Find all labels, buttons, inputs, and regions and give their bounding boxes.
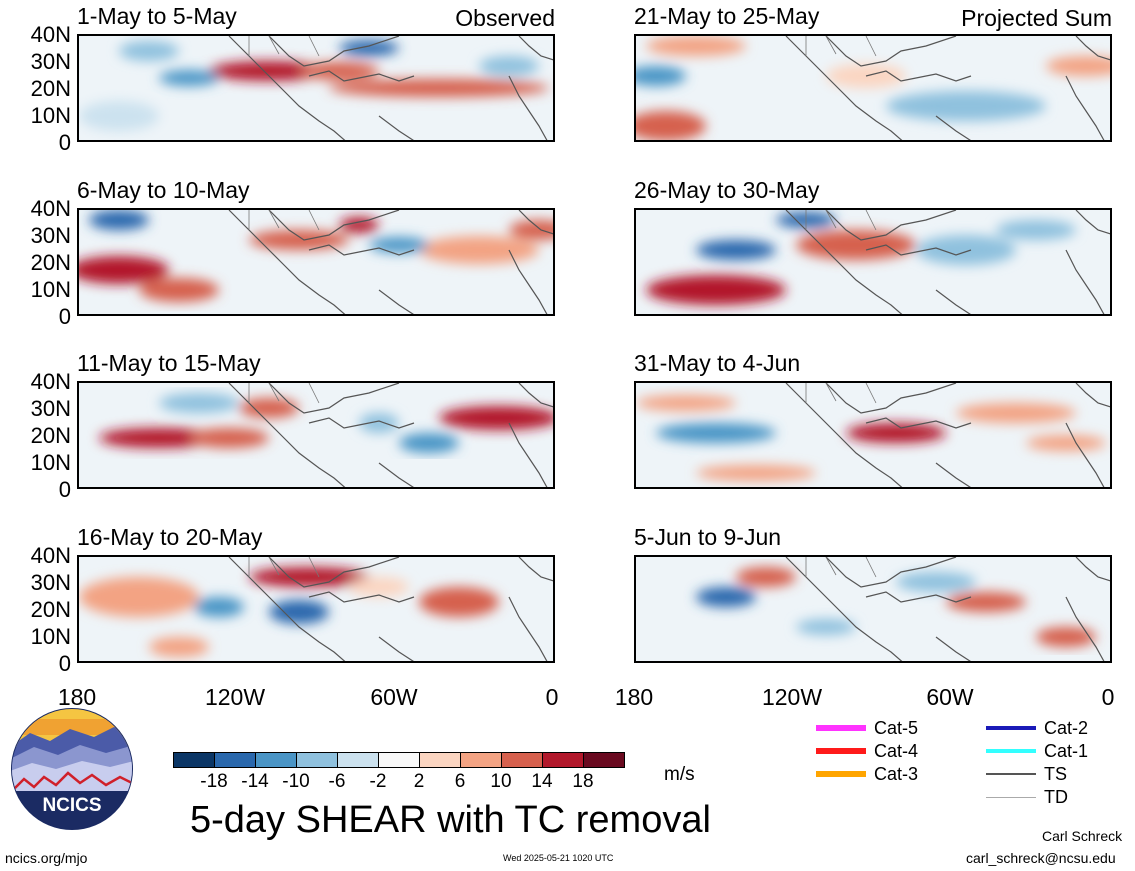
panel-title: 1-May to 5-May: [77, 3, 237, 29]
lon-label: 180: [614, 684, 654, 710]
lat-label: 10N: [30, 277, 71, 302]
colorbar-swatch: [542, 752, 584, 768]
shear-map-panel: [77, 381, 555, 489]
shear-map-panel: [634, 208, 1112, 316]
lat-label: 30N: [30, 570, 71, 595]
colorbar-tick-label: -6: [328, 771, 346, 792]
panel-title: 16-May to 20-May: [77, 524, 263, 550]
colorbar-swatch: [583, 752, 625, 768]
legend-label: Cat-5: [874, 718, 919, 738]
lon-label: 0: [1101, 684, 1115, 710]
shear-map-panel: [634, 555, 1112, 663]
shear-map-panel: [634, 381, 1112, 489]
colorbar-tick-label: 6: [454, 771, 466, 792]
legend-line: [816, 725, 866, 731]
colorbar-tick-label: 14: [531, 771, 553, 792]
legend-label: TS: [1044, 764, 1068, 784]
lat-label: 0: [58, 477, 71, 502]
legend-line: [816, 771, 866, 777]
legend-label: TD: [1044, 787, 1068, 807]
lat-label: 10N: [30, 103, 71, 128]
shear-map-panel: [634, 34, 1112, 142]
colorbar-swatch: [255, 752, 297, 768]
legend-line: [986, 773, 1036, 775]
lat-label: 0: [58, 651, 71, 676]
lat-label: 10N: [30, 624, 71, 649]
colorbar-units: m/s: [664, 764, 695, 785]
colorbar-tick-label: 18: [572, 771, 594, 792]
panel-title: 21-May to 25-May: [634, 3, 820, 29]
logo-text: NCICS: [42, 795, 101, 816]
legend-label: Cat-4: [874, 741, 919, 761]
panel-title: 6-May to 10-May: [77, 177, 250, 203]
legend-label: Cat-1: [1044, 741, 1089, 761]
lat-label: 20N: [30, 250, 71, 275]
colorbar-tick-label: -14: [241, 771, 269, 792]
colorbar-tick-label: 10: [490, 771, 512, 792]
lat-label: 40N: [30, 369, 71, 394]
lon-label: 120W: [204, 684, 266, 710]
legend-line: [986, 796, 1036, 798]
colorbar-tick-label: -18: [200, 771, 228, 792]
author-email: carl_schreck@ncsu.edu: [966, 850, 1116, 866]
panel-title: 26-May to 30-May: [634, 177, 820, 203]
shear-map-panel: [77, 208, 555, 316]
panel-title: 5-Jun to 9-Jun: [634, 524, 782, 550]
colorbar-tick-label: 2: [413, 771, 425, 792]
colorbar-swatch: [460, 752, 502, 768]
lon-label: 120W: [761, 684, 823, 710]
legend-line: [986, 749, 1036, 753]
legend-line: [986, 726, 1036, 730]
lon-label: 60W: [926, 684, 974, 710]
lon-label: 180: [57, 684, 97, 710]
lat-label: 20N: [30, 76, 71, 101]
lat-label: 30N: [30, 223, 71, 248]
lat-label: 40N: [30, 196, 71, 221]
website-label: ncics.org/mjo: [5, 850, 88, 866]
ncics-logo: NCICS: [10, 707, 134, 831]
lat-label: 0: [58, 130, 71, 155]
lat-label: 30N: [30, 396, 71, 421]
lon-label: 0: [545, 684, 559, 710]
panel-title: 11-May to 15-May: [77, 350, 261, 376]
shear-map-panel: [77, 555, 555, 663]
panel-tag: Projected Sum: [961, 5, 1112, 31]
lat-label: 10N: [30, 450, 71, 475]
lat-label: 40N: [30, 22, 71, 47]
lat-label: 20N: [30, 597, 71, 622]
colorbar-tick-label: -10: [282, 771, 310, 792]
colorbar-swatch: [501, 752, 543, 768]
panel-title: 31-May to 4-Jun: [634, 350, 801, 376]
lat-label: 40N: [30, 543, 71, 568]
legend-line: [816, 748, 866, 754]
colorbar-swatch: [173, 752, 215, 768]
colorbar-swatch: [337, 752, 379, 768]
legend-label: Cat-2: [1044, 718, 1089, 738]
colorbar-swatch: [419, 752, 461, 768]
timestamp: Wed 2025-05-21 1020 UTC: [503, 853, 614, 863]
lon-label: 60W: [370, 684, 418, 710]
lat-label: 30N: [30, 49, 71, 74]
panel-tag: Observed: [455, 5, 555, 31]
figure-title: 5-day SHEAR with TC removal: [190, 799, 711, 841]
colorbar-swatch: [214, 752, 256, 768]
legend-label: Cat-3: [874, 764, 919, 784]
author-name: Carl Schreck: [1042, 828, 1123, 844]
colorbar-swatch: [378, 752, 420, 768]
colorbar-tick-label: -2: [369, 771, 387, 792]
lat-label: 0: [58, 304, 71, 329]
colorbar-swatch: [296, 752, 338, 768]
shear-map-panel: [77, 34, 555, 142]
lat-label: 20N: [30, 423, 71, 448]
